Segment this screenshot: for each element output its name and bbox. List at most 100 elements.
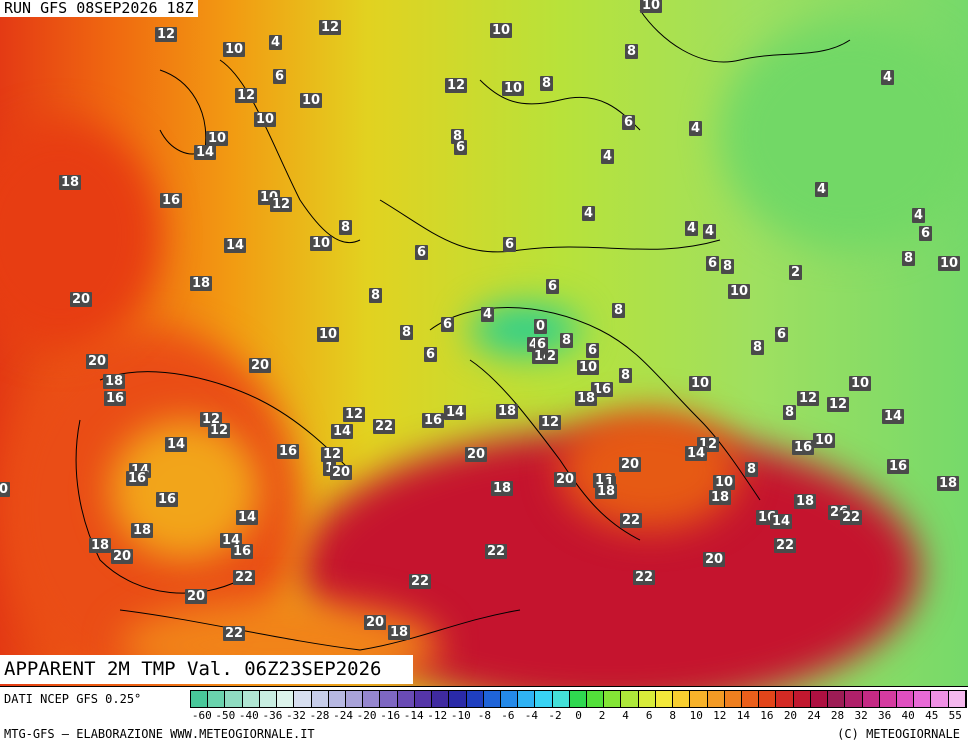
temperature-label: 6 — [919, 226, 933, 241]
legend-swatch — [363, 691, 381, 707]
temperature-label: 10 — [317, 327, 340, 342]
temperature-label: 22 — [409, 574, 432, 589]
temperature-label: 4 — [881, 70, 895, 85]
temperature-label: 14 — [882, 409, 905, 424]
temperature-label: 18 — [937, 476, 960, 491]
temperature-label: 4 — [815, 182, 829, 197]
temperature-label: 18 — [595, 484, 618, 499]
legend-swatch — [345, 691, 364, 707]
legend-tick: 28 — [830, 709, 845, 722]
temperature-label: 6 — [775, 327, 789, 342]
temperature-label: 20 — [111, 549, 134, 564]
legend-swatch — [414, 691, 433, 707]
temperature-label: 14 — [444, 405, 467, 420]
temperature-label: 22 — [233, 570, 256, 585]
temperature-label: 12 — [208, 423, 231, 438]
legend-swatch — [793, 691, 811, 707]
temperature-label: 14 — [224, 238, 247, 253]
legend-swatch — [277, 691, 295, 707]
temperature-label: 20 — [703, 552, 726, 567]
legend-tick: 8 — [669, 709, 677, 722]
legend-swatch — [931, 691, 949, 707]
italy-coast-area — [560, 410, 740, 530]
weather-map: 1212104101061210121088410101486644181610… — [0, 0, 968, 686]
temperature-label: 22 — [373, 419, 396, 434]
legend-tick: 55 — [948, 709, 962, 722]
legend-tick: 0 — [575, 709, 582, 722]
temperature-label: 10 — [728, 284, 751, 299]
temperature-label: 18 — [388, 625, 411, 640]
legend-swatch — [604, 691, 622, 707]
temperature-label: 20 — [554, 472, 577, 487]
temperature-label: 10 — [813, 433, 836, 448]
temperature-label: 18 — [59, 175, 82, 190]
temperature-label: 10 — [640, 0, 663, 13]
eastern-cool-area — [720, 20, 968, 250]
legend-tick: 32 — [854, 709, 868, 722]
temperature-label: 20 — [249, 358, 272, 373]
legend-tick: -4 — [524, 709, 539, 722]
temperature-label: 18 — [103, 374, 126, 389]
legend-swatch — [828, 691, 846, 707]
legend-swatch — [449, 691, 467, 707]
temperature-label: 16 — [126, 471, 149, 486]
temperature-label: 12 — [343, 407, 366, 422]
legend-swatch — [242, 691, 260, 707]
temperature-label: 8 — [751, 340, 765, 355]
temperature-label: 10 — [938, 256, 961, 271]
temperature-label: 8 — [560, 333, 574, 348]
legend-tick: -36 — [262, 709, 283, 722]
legend-swatch — [896, 691, 915, 707]
run-info: RUN GFS 08SEP2026 18Z — [0, 0, 198, 17]
temperature-label: 22 — [840, 510, 863, 525]
credits: MTG-GFS — ELABORAZIONE WWW.METEOGIORNALE… — [4, 727, 315, 741]
temperature-label: 12 — [827, 397, 850, 412]
temperature-label: 4 — [689, 121, 703, 136]
legend-swatch — [810, 691, 829, 707]
data-source: DATI NCEP GFS 0.25° — [4, 692, 142, 706]
legend-swatch — [483, 691, 501, 707]
temperature-label: 10 — [577, 360, 600, 375]
temperature-label: 22 — [633, 570, 656, 585]
temperature-label: 8 — [400, 325, 414, 340]
temperature-label: 22 — [223, 626, 246, 641]
temperature-label: 8 — [625, 44, 639, 59]
temperature-label: 16 — [887, 459, 910, 474]
temperature-label: 18 — [491, 481, 514, 496]
temperature-label: 14 — [236, 510, 259, 525]
legend-tick: -40 — [238, 709, 259, 722]
temperature-label: 6 — [546, 279, 560, 294]
temperature-label: 10 — [502, 81, 525, 96]
temperature-label: 10 — [254, 112, 277, 127]
legend-swatch — [690, 691, 708, 707]
temperature-label: 0 — [0, 482, 11, 497]
legend-tick: -14 — [403, 709, 424, 722]
temperature-label: 8 — [612, 303, 626, 318]
temperature-label: 6 — [586, 343, 600, 358]
color-legend — [190, 690, 967, 708]
temperature-label: 10 — [300, 93, 323, 108]
temperature-label: 16 — [792, 440, 815, 455]
temperature-label: 8 — [339, 220, 353, 235]
temperature-label: 6 — [415, 245, 429, 260]
temperature-label: 10 — [223, 42, 246, 57]
legend-swatch — [742, 691, 760, 707]
temperature-label: 22 — [620, 513, 643, 528]
legend-swatch — [673, 691, 691, 707]
temperature-label: 4 — [582, 206, 596, 221]
temperature-label: 4 — [601, 149, 615, 164]
temperature-label: 12 — [321, 447, 344, 462]
temperature-label: 6 — [441, 317, 455, 332]
legend-swatch — [621, 691, 639, 707]
temperature-label: 4 — [703, 224, 717, 239]
legend-tick: -32 — [286, 709, 306, 722]
temperature-label: 14 — [331, 424, 354, 439]
legend-swatch — [948, 691, 966, 707]
legend-tick: -8 — [477, 709, 491, 722]
legend-swatch — [724, 691, 742, 707]
legend-swatch — [294, 691, 312, 707]
temperature-label: 2 — [789, 265, 803, 280]
temperature-label: 16 — [156, 492, 179, 507]
temperature-label: 18 — [496, 404, 519, 419]
legend-swatch — [776, 691, 794, 707]
